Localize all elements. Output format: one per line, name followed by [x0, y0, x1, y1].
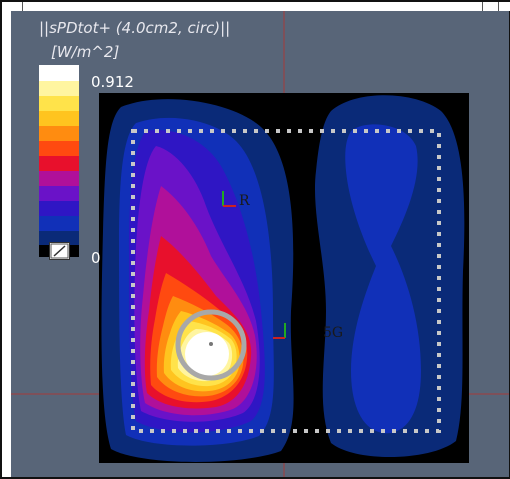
plot-title: ||sPDtot+ (4.0cm2, circ)||	[39, 19, 231, 37]
label-r: R	[239, 193, 250, 209]
label-5g: 5G	[323, 325, 343, 341]
measurement-area	[131, 129, 441, 433]
peak-point	[209, 342, 213, 346]
averaging-circle	[175, 309, 247, 381]
right-lobe-contours	[314, 95, 465, 458]
units-label: [W/m^2]	[51, 43, 120, 61]
colorbar	[39, 65, 79, 257]
3d-viewport[interactable]: R 5G	[11, 11, 509, 477]
colorbar-min-label: 0	[91, 249, 101, 267]
colorbar-scale-toggle-icon[interactable]	[49, 242, 70, 260]
top-ruler	[2, 2, 510, 11]
field-plot: R 5G	[11, 11, 509, 477]
axis-triad-5g	[273, 323, 286, 339]
colorbar-max-label: 0.912	[91, 73, 134, 91]
axis-triad-r	[222, 191, 236, 207]
left-lobe-contours	[101, 99, 294, 463]
